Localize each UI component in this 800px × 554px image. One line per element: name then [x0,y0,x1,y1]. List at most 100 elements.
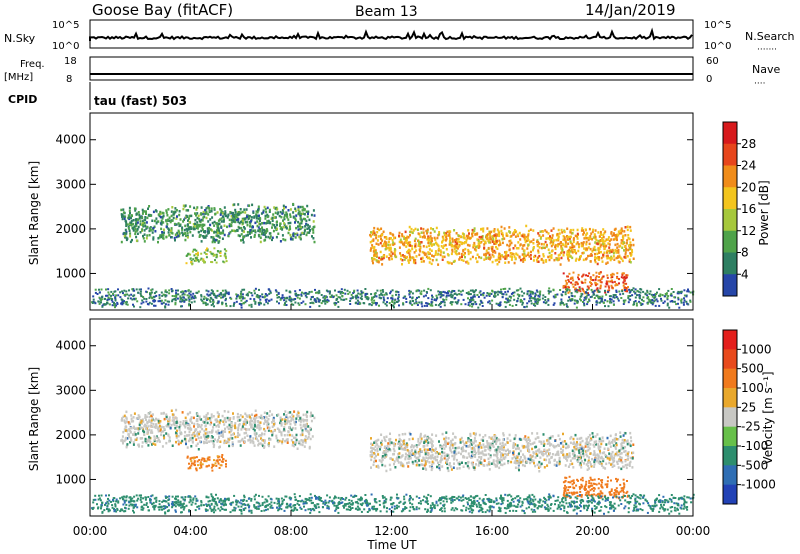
echo-cell [162,221,165,224]
echo-cell [629,295,632,297]
echo-cell [295,433,298,437]
echo-cell [305,233,308,237]
echo-cell [415,255,418,258]
echo-cell [580,255,582,258]
echo-cell [275,221,278,224]
echo-cell [503,301,506,304]
echo-cell [190,227,193,230]
echo-cell [525,305,528,308]
echo-cell [455,232,458,235]
echo-cell [566,227,569,230]
echo-cell [371,257,373,260]
echo-cell [409,230,412,234]
echo-cell [290,417,293,420]
echo-cell [165,209,168,212]
echo-cell [634,292,637,295]
echo-cell [442,299,445,302]
echo-cell [540,242,543,246]
echo-cell [198,234,201,237]
echo-cell [205,249,208,252]
echo-cell [452,260,455,263]
echo-cell [294,236,297,239]
echo-cell [263,233,266,236]
echo-cell [193,422,196,426]
echo-cell [628,237,631,241]
echo-cell [569,463,572,466]
echo-cell [198,223,200,227]
echo-cell [677,296,680,299]
echo-cell [622,276,625,279]
echo-cell [574,290,577,293]
echo-cell [374,448,377,452]
echo-cell [305,210,308,213]
echo-cell [244,301,247,304]
echo-cell [371,233,374,236]
echo-cell [569,299,572,302]
echo-cell [184,298,187,301]
echo-cell [497,447,500,451]
echo-cell [155,290,158,293]
echo-cell [311,414,314,417]
echo-cell [142,225,145,228]
echo-cell [208,431,211,434]
echo-cell [363,302,366,305]
echo-cell [360,298,363,301]
echo-cell [234,426,237,430]
echo-cell [213,207,216,210]
echo-cell [635,304,638,307]
echo-cell [175,431,177,434]
echo-cell [602,255,605,258]
echo-cell [526,247,529,250]
echo-cell [427,236,430,240]
echo-cell [583,231,585,234]
echo-cell [308,231,311,234]
echo-cell [224,427,226,431]
echo-cell [167,208,170,211]
echo-cell [238,423,241,426]
echo-cell [320,302,323,305]
echo-cell [153,439,156,443]
echo-cell [414,237,417,241]
echo-cell [436,243,439,247]
echo-cell [245,293,248,296]
echo-cell [567,235,570,239]
echo-cell [369,233,372,237]
echo-cell [548,441,551,445]
echo-cell [667,295,670,298]
echo-cell [185,262,188,265]
echo-cell [227,293,230,296]
echo-cell [434,303,437,306]
echo-cell [240,239,242,242]
echo-cell [585,243,588,246]
echo-cell [560,300,563,303]
echo-cell [280,215,283,219]
echo-cell [573,302,576,305]
echo-cell [561,248,564,252]
echo-cell [310,213,313,217]
echo-cell [223,206,226,209]
echo-cell [167,227,170,230]
echo-cell [309,305,312,308]
echo-cell [448,243,451,246]
echo-cell [253,233,256,237]
echo-cell [98,288,100,291]
echo-cell [567,242,570,245]
echo-cell [298,440,301,443]
echo-cell [209,300,212,303]
echo-cell [209,228,212,231]
echo-cell [386,246,389,250]
echo-cell [573,245,576,248]
echo-cell [133,207,136,210]
echo-cell [292,303,295,306]
echo-cell [216,455,219,458]
echo-cell [497,230,500,233]
echo-cell [665,293,668,296]
echo-cell [621,274,624,276]
echo-cell [213,464,216,467]
echo-cell [155,210,158,213]
echo-cell [196,422,199,426]
echo-cell [205,210,208,213]
echo-cell [564,279,567,282]
echo-cell [679,290,682,293]
y-tick-label: 2000 [55,222,86,236]
